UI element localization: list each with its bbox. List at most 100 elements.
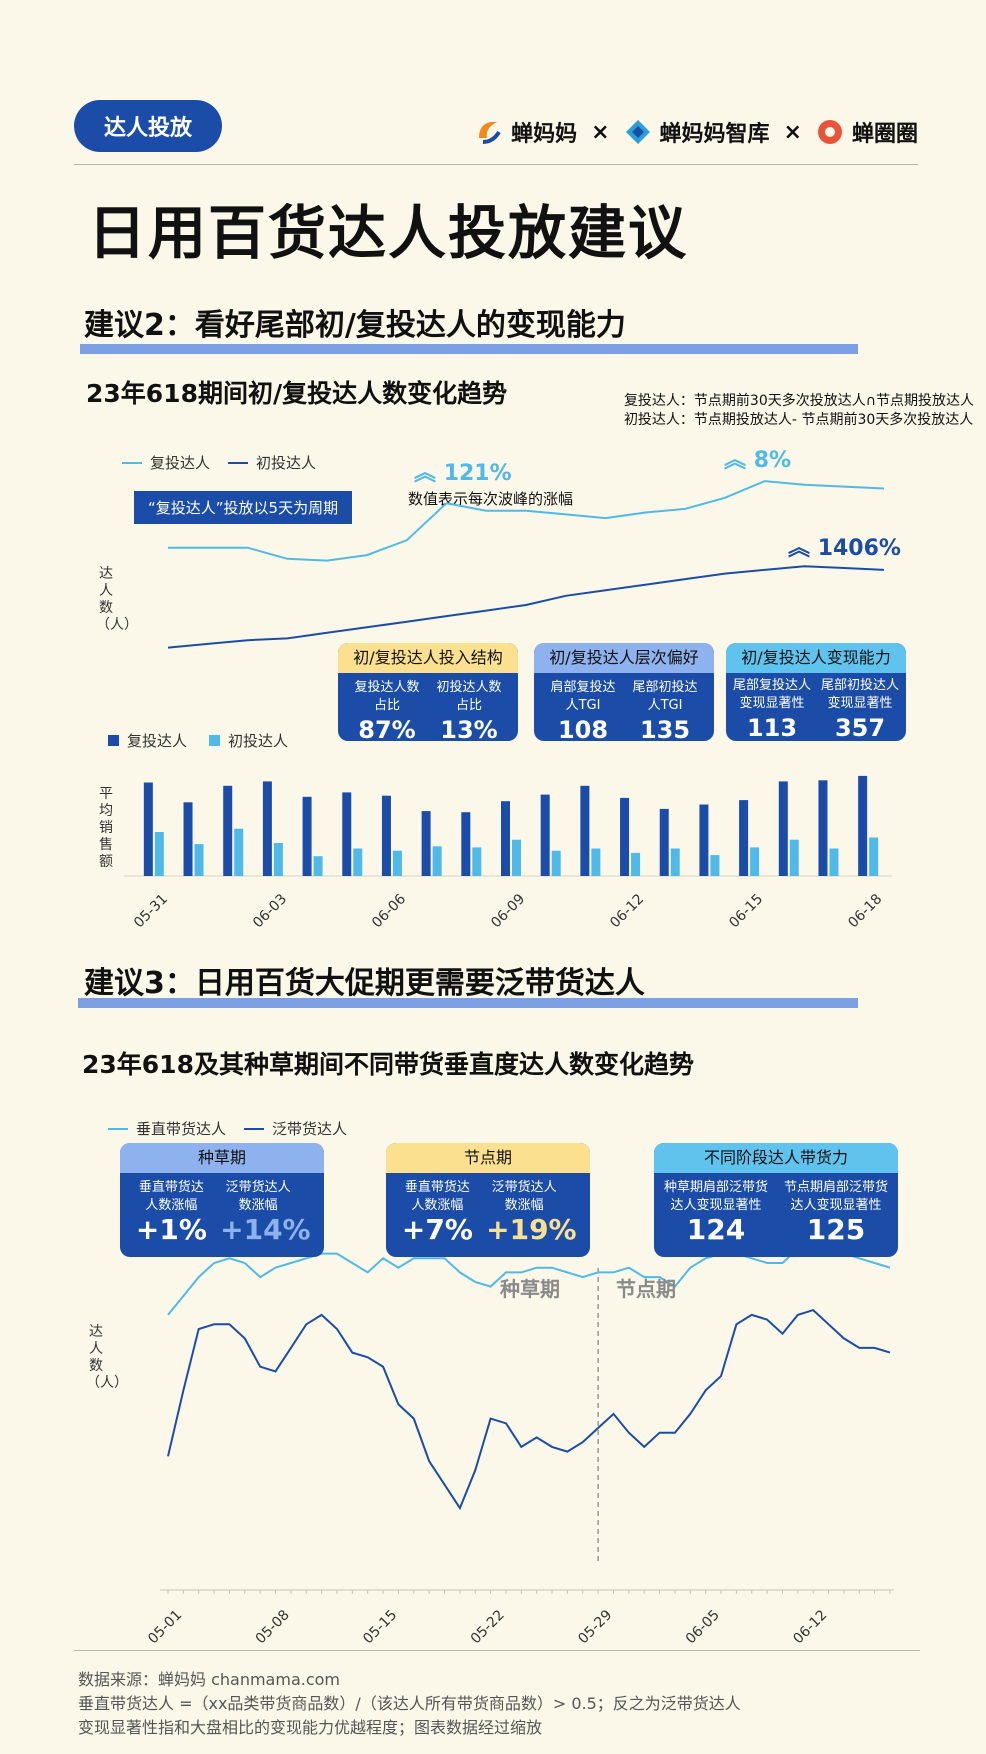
card-node-body: 垂直带货达人数涨幅 +7% 泛带货达人数涨幅 +19%: [386, 1173, 590, 1253]
legend-vertical: 垂直带货达人: [136, 1120, 227, 1138]
growth-2-value: 8%: [753, 448, 792, 473]
series-line-repeat: [168, 480, 885, 562]
growth-3-value: 1406%: [817, 536, 901, 561]
chart3-ylabel: 达人数（人）: [86, 1324, 128, 1391]
card-col: 尾部初投达人TGI 135: [632, 679, 698, 741]
bar-repeat: [818, 780, 828, 876]
card-monetization: 初/复投达人变现能力 尾部复投达人变现显著性 113 尾部初投达人变现显著性 357: [726, 643, 906, 741]
card-label: 肩部复投达人TGI: [550, 680, 616, 713]
card-seeding-head: 种草期: [120, 1143, 324, 1173]
card-structure: 初/复投达人投入结构 复投达人数占比 87% 初投达人数占比 13%: [338, 643, 518, 741]
bar-first: [273, 843, 283, 876]
card-col: 节点期肩部泛带货达人变现显著性 125: [779, 1179, 893, 1245]
legend-repeat: 复投达人: [150, 454, 211, 472]
category-tag: 达人投放: [74, 100, 222, 152]
card-value: +14%: [220, 1213, 311, 1246]
bar-repeat: [858, 775, 868, 876]
card-label: 垂直带货达人数涨幅: [138, 1180, 204, 1213]
card-seeding: 种草期 垂直带货达人数涨幅 +1% 泛带货达人数涨幅 +14%: [120, 1143, 324, 1257]
card-monetization-body: 尾部复投达人变现显著性 113 尾部初投达人变现显著性 357: [726, 673, 906, 741]
bar-first: [512, 839, 521, 876]
bar-repeat: [421, 811, 431, 876]
bar-first: [392, 850, 402, 876]
bar-repeat: [501, 801, 510, 876]
legend-repeat: 复投达人: [127, 732, 188, 750]
card-col: 初投达人数占比 13%: [436, 679, 502, 741]
section3-bar: [78, 998, 858, 1008]
x-tick-label: 06-12: [790, 1607, 830, 1647]
card-value: 135: [639, 716, 691, 741]
bar-first: [432, 846, 442, 876]
footer-source: 数据来源：蝉妈妈 chanmama.com: [78, 1670, 341, 1689]
double-up-icon: ︽: [724, 448, 747, 473]
legend-first: 初投达人: [228, 732, 289, 750]
card-label: 泛带货达人数涨幅: [225, 1180, 291, 1213]
bar-first: [194, 844, 204, 876]
chanmama-logo-icon: [479, 122, 501, 144]
bar-repeat: [699, 804, 709, 876]
chart1-title: 23年618期间初/复投达人数变化趋势: [86, 379, 508, 408]
bar-repeat: [262, 781, 272, 876]
card-label: 种草期肩部泛带货达人变现显著性: [663, 1180, 768, 1213]
phase-node-label: 节点期: [616, 1277, 676, 1301]
card-label: 尾部初投达人变现显著性: [820, 678, 899, 711]
bar-first: [472, 847, 482, 876]
card-stages-body: 种草期肩部泛带货达人变现显著性 124 节点期肩部泛带货达人变现显著性 125: [654, 1173, 898, 1251]
section2-bar: [80, 344, 858, 354]
card-col: 泛带货达人数涨幅 +19%: [486, 1179, 576, 1245]
zhiku-logo-icon: [625, 120, 650, 144]
bar-first: [869, 837, 879, 876]
card-structure-body: 复投达人数占比 87% 初投达人数占比 13%: [338, 673, 518, 741]
brand-separator: ×: [591, 119, 610, 145]
card-label: 复投达人数占比: [354, 680, 420, 713]
card-col: 泛带货达人数涨幅 +14%: [220, 1179, 310, 1245]
bar-repeat: [381, 795, 391, 876]
bar-repeat: [620, 797, 630, 876]
card-value: 357: [834, 714, 886, 741]
legend-general: 泛带货达人: [272, 1120, 348, 1138]
growth-1-value: 121%: [443, 461, 512, 486]
brand-bar: 蝉妈妈 × 蝉妈妈智库 × 蝉圈圈: [475, 112, 918, 152]
card-value: 124: [686, 1213, 746, 1246]
legend-first: 初投达人: [256, 454, 317, 472]
bar-repeat: [342, 792, 352, 876]
growth-3: ︽ 1406%: [788, 530, 901, 562]
phase-seeding-label: 种草期: [500, 1277, 560, 1301]
brand-chanquanquan: 蝉圈圈: [851, 122, 918, 147]
card-label: 尾部初投达人TGI: [632, 680, 698, 713]
bar-repeat: [540, 794, 550, 876]
chart1-legend: 复投达人 初投达人: [122, 452, 316, 473]
card-col: 尾部初投达人变现显著性 357: [817, 677, 903, 741]
period-pill: “复投达人”投放以5天为周期: [134, 491, 353, 524]
legend-swatch-repeat: [122, 461, 142, 464]
card-col: 尾部复投达人变现显著性 113: [729, 677, 815, 741]
x-tick-label: 06-05: [683, 1607, 723, 1647]
legend-swatch-repeat: [108, 735, 119, 746]
x-tick-label: 06-15: [726, 891, 766, 931]
bar-first: [154, 832, 164, 876]
footer-note: 变现显著性指和大盘相比的变现能力优越程度；图表数据经过缩放: [78, 1718, 543, 1737]
card-value: 87%: [358, 716, 416, 741]
chart3-title: 23年618及其种草期间不同带货垂直度达人数变化趋势: [82, 1050, 694, 1079]
bar-first: [750, 847, 760, 876]
bar-first: [591, 848, 601, 876]
brand-zhiku: 蝉妈妈智库: [659, 122, 770, 147]
legend-swatch-general: [244, 1127, 265, 1130]
brand-chanmama: 蝉妈妈: [511, 122, 578, 147]
card-col: 垂直带货达人数涨幅 +1%: [133, 1179, 209, 1245]
bar-repeat: [778, 781, 788, 876]
chanquanquan-logo-icon: [817, 120, 842, 144]
card-value: +1%: [135, 1213, 207, 1246]
chart3-legend: 垂直带货达人 泛带货达人: [108, 1118, 347, 1139]
card-preference-body: 肩部复投达人TGI 108 尾部初投达人TGI 135: [534, 673, 714, 741]
bar-repeat: [183, 802, 193, 876]
bar-first: [829, 848, 839, 876]
x-tick-label: 05-22: [468, 1607, 508, 1647]
series-line-general: [167, 1308, 891, 1511]
card-preference: 初/复投达人层次偏好 肩部复投达人TGI 108 尾部初投达人TGI 135: [534, 643, 714, 741]
x-tick-label: 05-31: [131, 891, 171, 931]
x-tick-label: 05-15: [360, 1607, 400, 1647]
bar-repeat: [739, 800, 749, 876]
bar-first: [789, 839, 799, 876]
